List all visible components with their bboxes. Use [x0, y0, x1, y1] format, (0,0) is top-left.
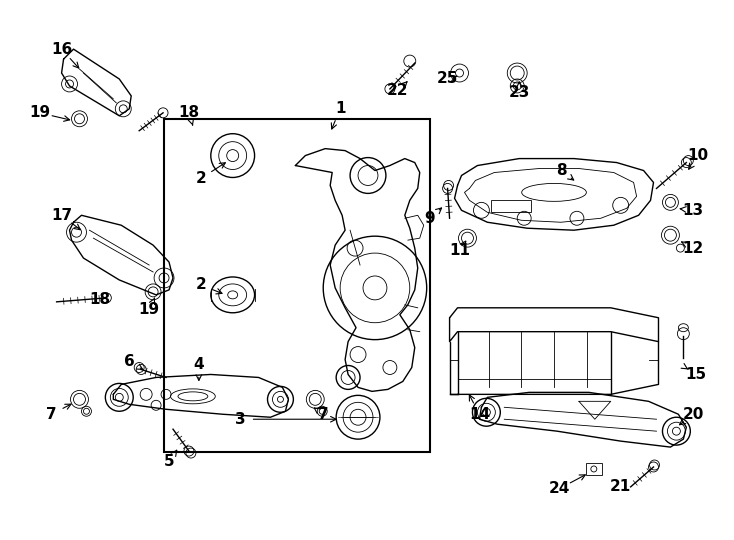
Text: 19: 19	[139, 302, 160, 318]
Text: 22: 22	[387, 83, 409, 98]
Text: 8: 8	[556, 163, 567, 178]
Text: 20: 20	[683, 407, 704, 422]
Text: 10: 10	[688, 148, 709, 163]
Text: 15: 15	[686, 367, 707, 382]
Text: 17: 17	[51, 208, 72, 223]
Bar	[586, 463, 602, 475]
Text: 6: 6	[124, 354, 134, 369]
Text: 23: 23	[509, 85, 530, 100]
Text: 7: 7	[318, 407, 329, 422]
Text: 14: 14	[469, 407, 490, 422]
Bar	[164, 119, 429, 452]
Text: 24: 24	[548, 481, 570, 496]
Text: 21: 21	[610, 480, 631, 495]
Text: 25: 25	[437, 71, 458, 86]
Text: 4: 4	[194, 357, 204, 372]
Text: 9: 9	[424, 211, 435, 226]
Text: 11: 11	[449, 242, 470, 258]
Text: 12: 12	[683, 241, 704, 255]
Text: 13: 13	[683, 203, 704, 218]
Text: 18: 18	[89, 292, 110, 307]
Text: 16: 16	[51, 42, 72, 57]
Text: 2: 2	[195, 171, 206, 186]
Text: 2: 2	[195, 278, 206, 293]
Text: 18: 18	[178, 105, 200, 120]
Text: 1: 1	[335, 102, 346, 116]
Bar	[491, 200, 531, 212]
Text: 3: 3	[236, 411, 246, 427]
Text: 5: 5	[164, 454, 175, 469]
Text: 7: 7	[46, 407, 57, 422]
Text: 19: 19	[29, 105, 50, 120]
